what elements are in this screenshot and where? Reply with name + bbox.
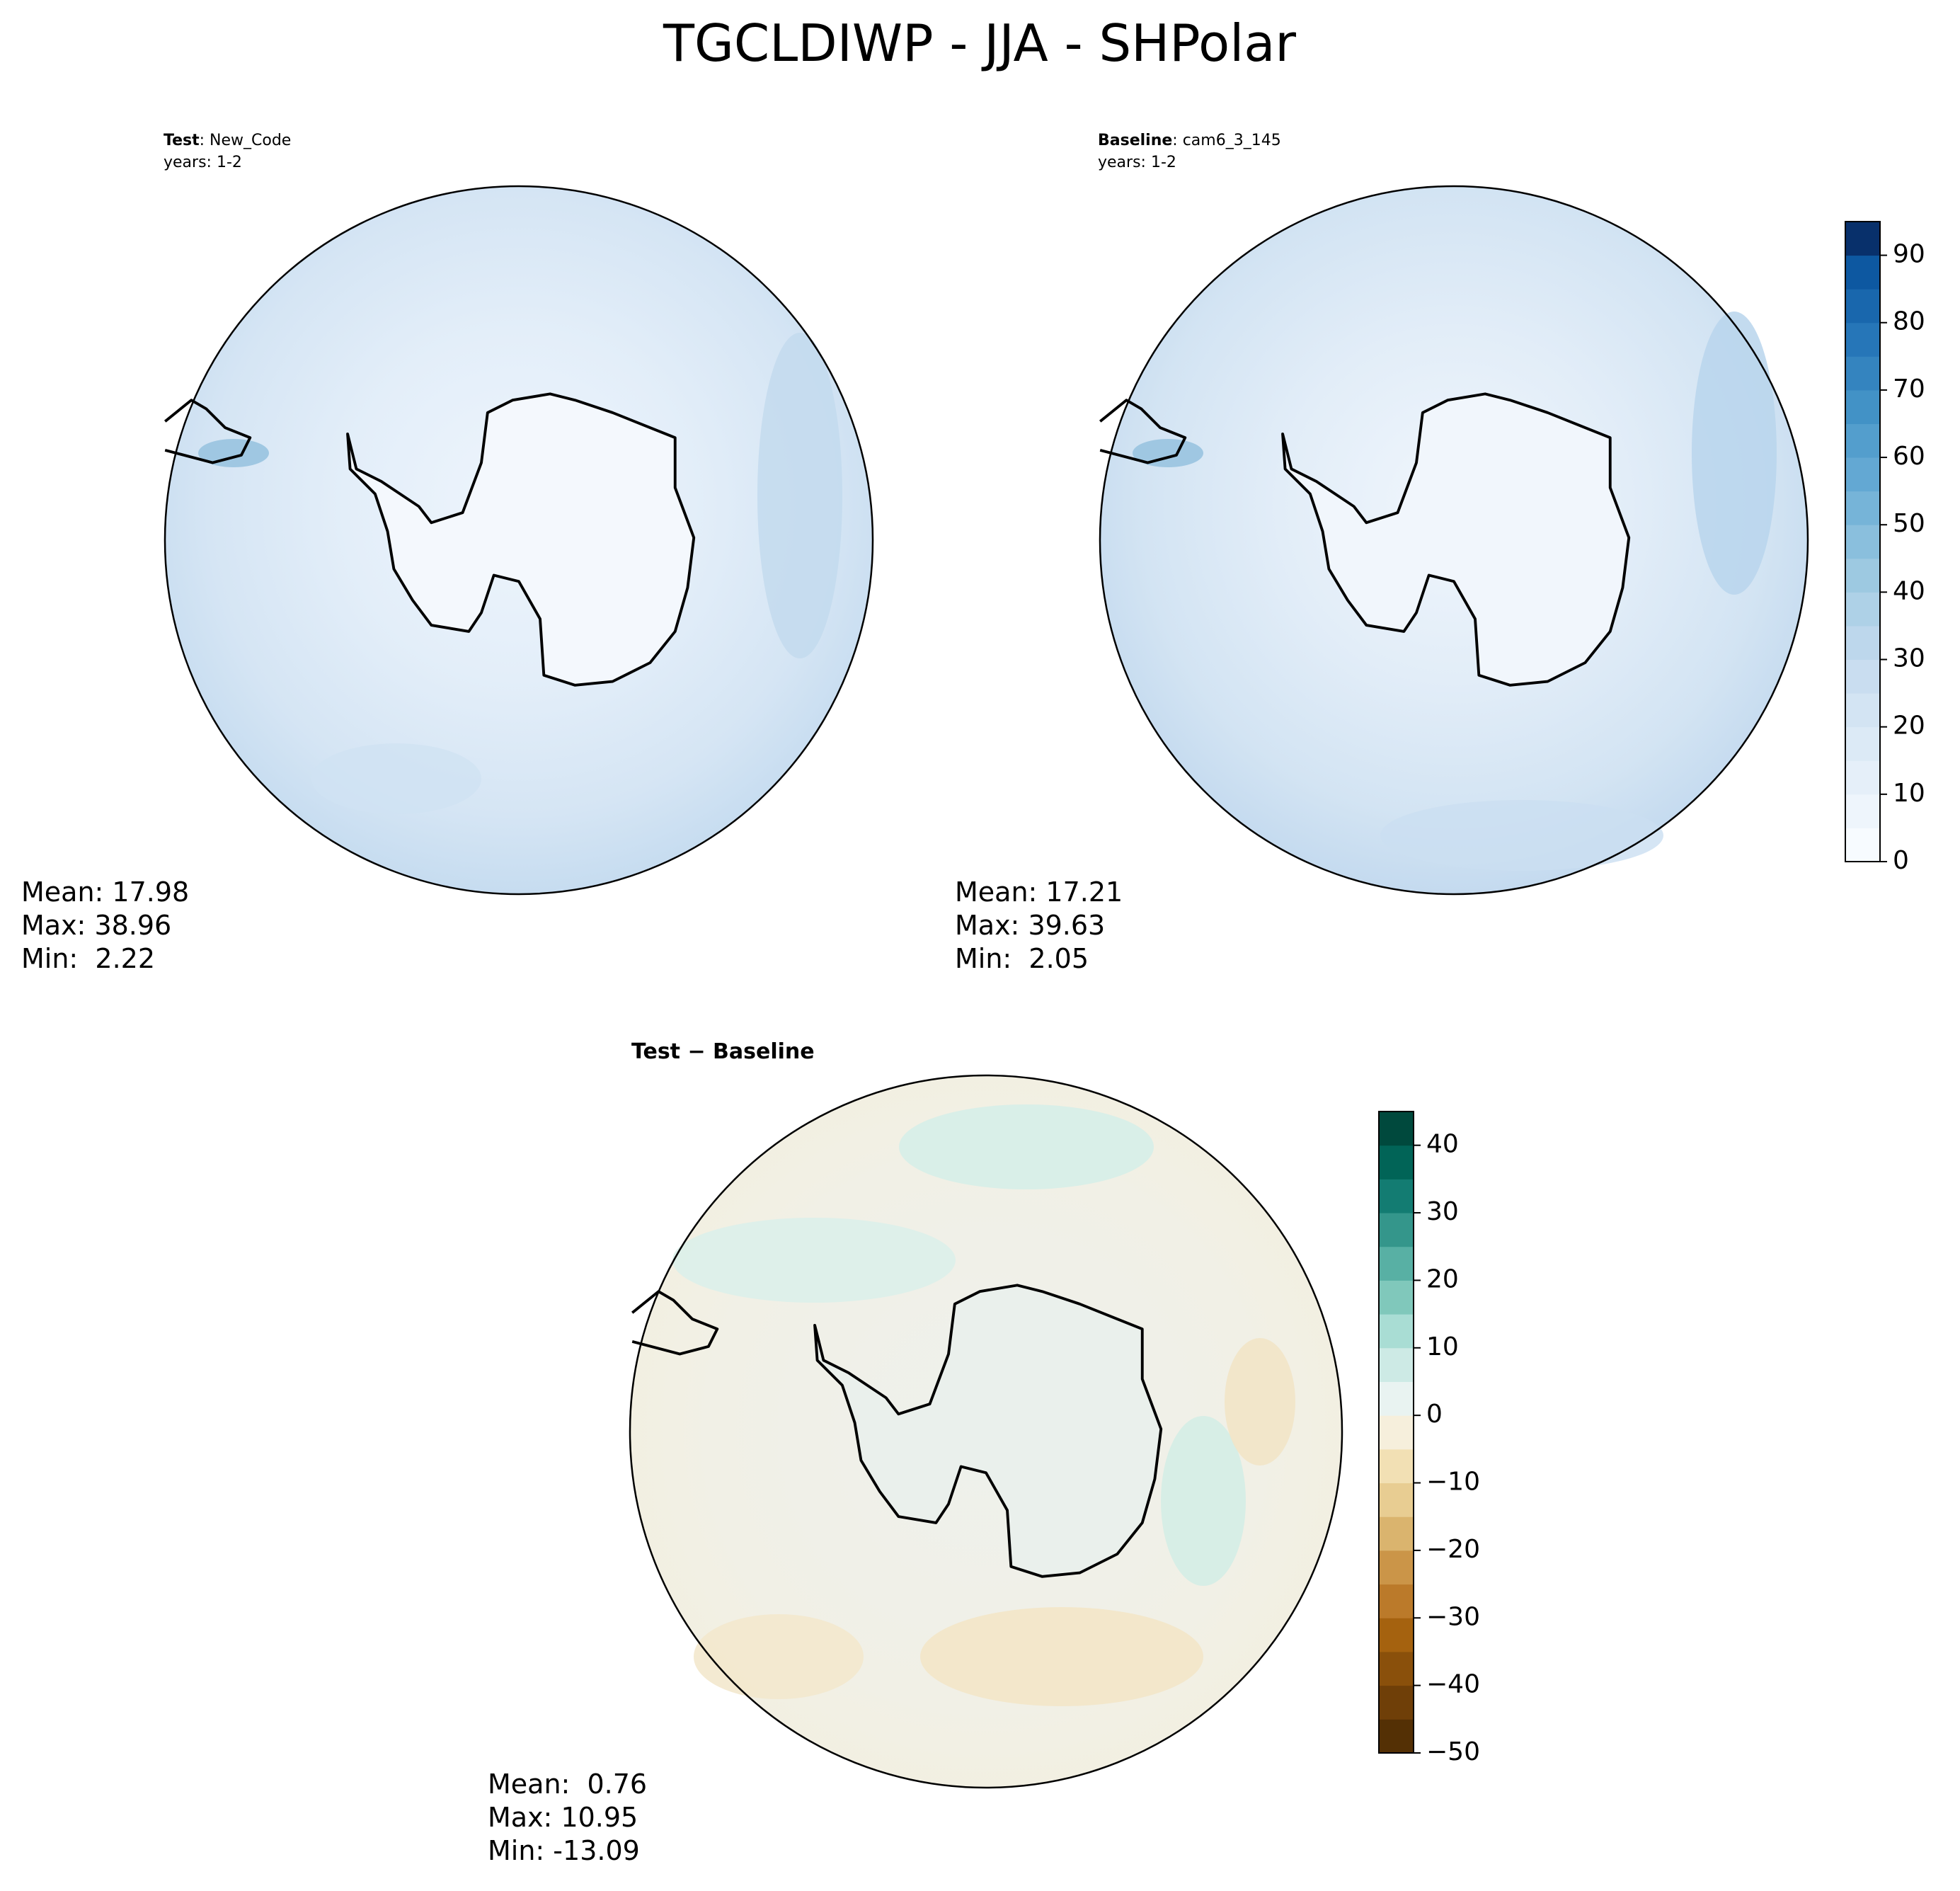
stat: Mean: 17.21 <box>955 876 1123 908</box>
tick-label: 80 <box>1893 307 1925 336</box>
tick-label: 10 <box>1893 779 1925 808</box>
tick-label: 30 <box>1893 644 1925 673</box>
stat: Max: 38.96 <box>21 910 171 941</box>
tick-label: 60 <box>1893 442 1925 471</box>
tick-label: −50 <box>1426 1737 1480 1766</box>
color-band <box>1845 389 1880 424</box>
panel-label: Test <box>164 132 200 149</box>
tick-label: 20 <box>1893 712 1925 741</box>
tick-label: 40 <box>1426 1130 1459 1159</box>
color-band <box>1379 1516 1414 1551</box>
color-band <box>1379 1314 1414 1349</box>
panel-label: Test − Baseline <box>631 1039 815 1064</box>
panel-label: Baseline <box>1098 132 1172 149</box>
color-band <box>1845 322 1880 357</box>
color-band <box>1845 222 1880 256</box>
tick-label: 0 <box>1426 1400 1443 1429</box>
color-band <box>1845 794 1880 828</box>
color-band <box>1845 525 1880 559</box>
color-band <box>1379 1246 1414 1281</box>
color-band <box>1379 1280 1414 1315</box>
stat: Max: 39.63 <box>955 910 1105 941</box>
color-band <box>1379 1651 1414 1686</box>
stat: Max: 10.95 <box>488 1802 638 1833</box>
color-band <box>1379 1213 1414 1247</box>
panel-header: Test: New_Code <box>164 132 291 149</box>
colorbar-frame <box>1845 221 1881 862</box>
color-band <box>1845 255 1880 290</box>
color-band <box>1845 289 1880 324</box>
tick-label: 40 <box>1893 576 1925 605</box>
color-band <box>1379 1347 1414 1382</box>
color-band <box>1845 558 1880 593</box>
color-band <box>1845 659 1880 694</box>
years-label: years: 1-2 <box>1098 154 1176 171</box>
color-band <box>1379 1112 1414 1146</box>
map <box>1099 185 1809 896</box>
color-band <box>1845 491 1880 525</box>
color-band <box>1379 1685 1414 1720</box>
panel-header: Baseline: cam6_3_145 <box>1098 132 1281 149</box>
tick-label: 30 <box>1426 1197 1459 1226</box>
color-band <box>1379 1381 1414 1416</box>
tick-label: −20 <box>1426 1535 1480 1564</box>
tick-label: 90 <box>1893 240 1925 269</box>
stat: Mean: 17.98 <box>21 876 189 908</box>
tick-label: −30 <box>1426 1602 1480 1631</box>
color-band <box>1379 1482 1414 1517</box>
years-label: years: 1-2 <box>164 154 242 171</box>
tick-label: 0 <box>1893 846 1909 875</box>
color-band <box>1379 1449 1414 1484</box>
stat: Min: 2.22 <box>21 943 155 974</box>
color-band <box>1845 423 1880 458</box>
stat: Mean: 0.76 <box>488 1769 647 1800</box>
color-band <box>1845 726 1880 761</box>
color-band <box>1845 693 1880 728</box>
color-band <box>1379 1719 1414 1754</box>
color-band <box>1379 1145 1414 1179</box>
color-band <box>1379 1415 1414 1450</box>
color-band <box>1845 625 1880 661</box>
color-band <box>1845 457 1880 492</box>
color-band <box>1379 1179 1414 1213</box>
stat: Min: 2.05 <box>955 943 1089 974</box>
stat: Min: -13.09 <box>488 1835 640 1866</box>
tick-label: 50 <box>1893 509 1925 538</box>
case-name: : cam6_3_145 <box>1172 132 1280 149</box>
color-band <box>1845 760 1880 795</box>
color-band <box>1845 592 1880 627</box>
tick-label: 20 <box>1426 1264 1459 1293</box>
color-band <box>1379 1550 1414 1585</box>
case-name: : New_Code <box>200 132 292 149</box>
color-band <box>1379 1618 1414 1652</box>
map <box>629 1074 1343 1789</box>
map <box>164 185 874 896</box>
tick-label: 10 <box>1426 1332 1459 1361</box>
tick-label: −10 <box>1426 1468 1480 1497</box>
tick-label: 70 <box>1893 375 1925 404</box>
tick-label: −40 <box>1426 1670 1480 1699</box>
figure-title: TGCLDIWP - JJA - SHPolar <box>663 13 1296 73</box>
color-band <box>1845 828 1880 862</box>
colorbar-frame <box>1378 1111 1414 1754</box>
color-band <box>1379 1584 1414 1618</box>
color-band <box>1845 356 1880 391</box>
